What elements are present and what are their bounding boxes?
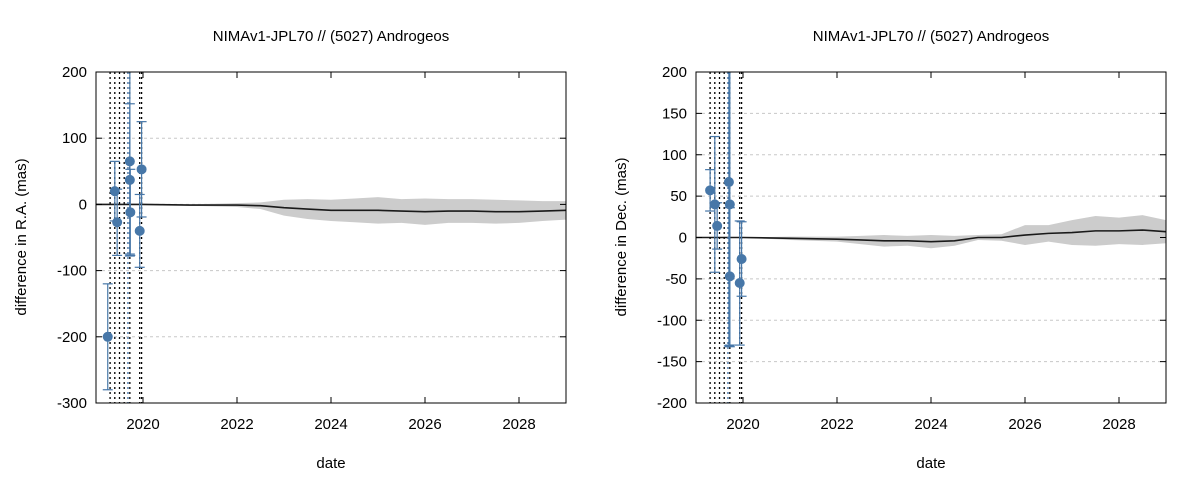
chart-panel-dec: NIMAv1-JPL70 // (5027) Androgeos -200 -15… (613, 28, 1167, 472)
x-axis-label: date (316, 455, 345, 472)
plot-area: -200 -150 -100 -50 0 50 100 150 200 2020 2022 2024 2… (657, 64, 1167, 433)
chart-title: NIMAv1-JPL70 // (5027) Androgeos (813, 28, 1050, 45)
y-tick-label: -50 (665, 271, 687, 288)
x-tick-label: 2028 (1102, 416, 1135, 433)
y-tick-label: 0 (679, 230, 687, 247)
x-tick-label: 2026 (1008, 416, 1041, 433)
y-axis-label: difference in Dec. (mas) (613, 158, 630, 317)
x-tick-label: 2026 (408, 416, 441, 433)
plot-area: -300 -200 -100 0 100 200 2020 2022 2024 2026 2028 (57, 64, 567, 433)
data-point (102, 331, 113, 342)
data-point (136, 164, 147, 175)
y-tick-label: 100 (62, 130, 87, 147)
x-tick-label: 2024 (914, 416, 947, 433)
model-difference-curve (96, 203, 566, 213)
data-point (709, 199, 720, 210)
chart-title: NIMAv1-JPL70 // (5027) Androgeos (213, 28, 450, 45)
data-point (705, 185, 716, 196)
data-point (723, 177, 734, 188)
y-tick-label: 0 (79, 196, 87, 213)
uncertainty-band (696, 215, 1166, 249)
x-tick-label: 2028 (502, 416, 535, 433)
y-tick-label: 200 (662, 64, 687, 81)
data-point (724, 271, 735, 282)
data-point (734, 278, 745, 289)
x-tick-label: 2022 (220, 416, 253, 433)
data-point (134, 225, 145, 236)
x-tick-label: 2022 (820, 416, 853, 433)
chart-panel-ra: NIMAv1-JPL70 // (5027) Androgeos -300 -20… (13, 28, 567, 472)
x-tick-label: 2020 (726, 416, 759, 433)
y-tick-label: -100 (657, 312, 687, 329)
y-tick-label: -200 (57, 329, 87, 346)
model-difference-curve (696, 229, 1166, 243)
data-point (109, 186, 120, 197)
plot-content (696, 72, 1166, 403)
x-axis-label: date (916, 455, 945, 472)
y-tick-label: -150 (657, 354, 687, 371)
plot-content (96, 72, 566, 403)
y-axis-label: difference in R.A. (mas) (13, 158, 30, 315)
data-point (124, 174, 135, 185)
plot-frame (95, 71, 567, 404)
y-tick-label: -300 (57, 395, 87, 412)
y-tick-label: -100 (57, 263, 87, 280)
data-point (112, 217, 123, 228)
data-point (124, 156, 135, 167)
y-tick-label: 200 (62, 64, 87, 81)
data-point (736, 254, 747, 265)
data-point (712, 220, 723, 231)
y-tick-label: -200 (657, 395, 687, 412)
x-tick-label: 2024 (314, 416, 347, 433)
y-tick-label: 150 (662, 105, 687, 122)
x-tick-label: 2020 (126, 416, 159, 433)
data-point (125, 207, 136, 218)
data-point (724, 199, 735, 210)
y-tick-label: 50 (670, 188, 687, 205)
y-tick-label: 100 (662, 147, 687, 164)
